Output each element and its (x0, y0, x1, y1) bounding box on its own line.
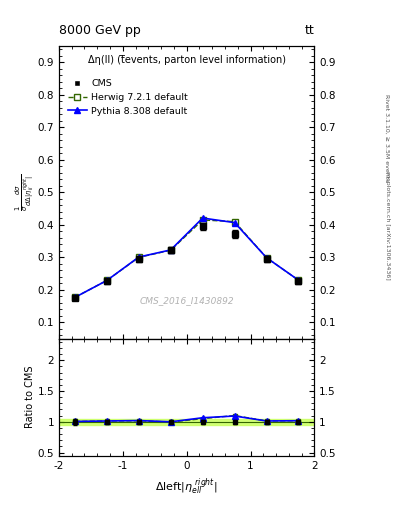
Y-axis label: $\frac{1}{\sigma}\frac{d\sigma}{d\Delta|\eta_{ll}^{right}|}$: $\frac{1}{\sigma}\frac{d\sigma}{d\Delta|… (14, 174, 36, 211)
Legend: CMS, Herwig 7.2.1 default, Pythia 8.308 default: CMS, Herwig 7.2.1 default, Pythia 8.308 … (64, 75, 192, 119)
X-axis label: $\Delta$left$|\eta_{ell}^{\ right}|$: $\Delta$left$|\eta_{ell}^{\ right}|$ (155, 476, 218, 497)
Y-axis label: Ratio to CMS: Ratio to CMS (25, 366, 35, 429)
Bar (59, 419, 314, 425)
Text: tt: tt (305, 24, 314, 37)
Text: 8000 GeV pp: 8000 GeV pp (59, 24, 141, 37)
Text: Δη(ll) (t̅̅events, parton level information): Δη(ll) (t̅̅events, parton level informat… (88, 55, 286, 65)
Text: CMS_2016_I1430892: CMS_2016_I1430892 (140, 296, 234, 305)
Text: mcplots.cern.ch [arXiv:1306.3436]: mcplots.cern.ch [arXiv:1306.3436] (385, 171, 389, 280)
Text: Rivet 3.1.10, ≥ 3.5M events: Rivet 3.1.10, ≥ 3.5M events (385, 95, 389, 182)
